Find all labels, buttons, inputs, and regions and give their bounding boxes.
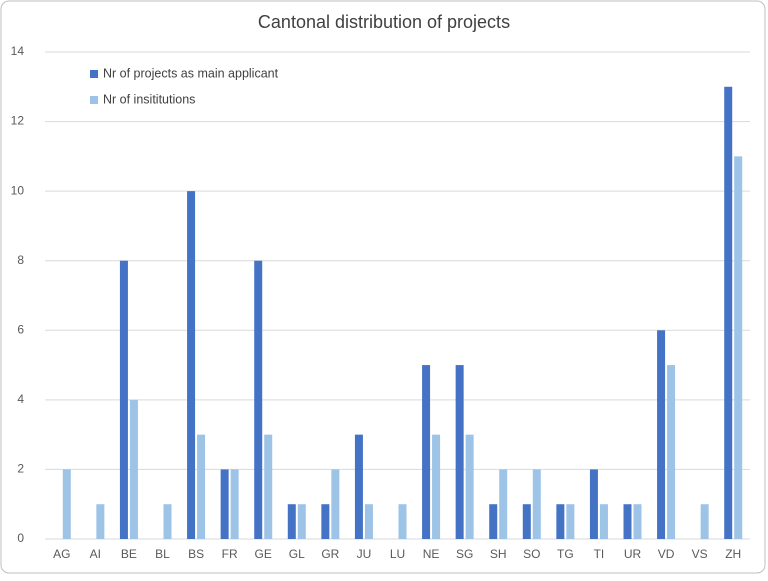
bar	[422, 365, 431, 539]
y-tick-label: 0	[17, 531, 24, 545]
bar	[287, 504, 296, 539]
bar	[532, 469, 541, 539]
bar	[119, 260, 128, 539]
bar	[465, 434, 474, 539]
bar	[633, 504, 642, 539]
x-tick-label: VD	[658, 547, 675, 561]
bar	[499, 469, 508, 539]
chart-title: Cantonal distribution of projects	[258, 12, 510, 32]
x-tick-label: AI	[90, 547, 101, 561]
bar	[264, 434, 273, 539]
bar	[254, 260, 263, 539]
bar	[364, 504, 373, 539]
bar	[398, 504, 407, 539]
x-tick-label: FR	[222, 547, 238, 561]
y-tick-label: 4	[17, 392, 24, 406]
x-tick-label: TG	[557, 547, 574, 561]
bar	[556, 504, 565, 539]
bar	[522, 504, 531, 539]
legend-label: Nr of insititutions	[103, 92, 195, 106]
bar	[129, 399, 138, 539]
y-tick-label: 12	[11, 114, 25, 128]
bar	[96, 504, 105, 539]
x-tick-label: VS	[692, 547, 708, 561]
y-tick-label: 2	[17, 462, 24, 476]
x-tick-label: GE	[255, 547, 272, 561]
bar	[623, 504, 632, 539]
y-tick-label: 6	[17, 322, 24, 336]
bar	[432, 434, 441, 539]
x-tick-label: UR	[624, 547, 642, 561]
bar	[599, 504, 608, 539]
x-tick-label: BL	[155, 547, 170, 561]
y-tick-label: 14	[11, 44, 25, 58]
x-tick-label: GR	[321, 547, 339, 561]
bar	[589, 469, 598, 539]
x-tick-label: ZH	[725, 547, 741, 561]
bar	[566, 504, 575, 539]
legend-box	[80, 58, 302, 114]
bar	[700, 504, 709, 539]
legend-swatch	[90, 96, 98, 104]
x-tick-label: LU	[390, 547, 405, 561]
bar	[220, 469, 229, 539]
bar	[667, 365, 676, 539]
bar	[455, 365, 464, 539]
bar	[163, 504, 172, 539]
y-tick-label: 10	[11, 183, 25, 197]
x-tick-label: GL	[289, 547, 305, 561]
bar	[62, 469, 71, 539]
bar	[734, 156, 743, 539]
bar	[197, 434, 206, 539]
legend: Nr of projects as main applicant Nr of in…	[80, 58, 302, 114]
x-tick-label: TI	[594, 547, 605, 561]
x-tick-label: JU	[357, 547, 372, 561]
x-tick-label: BS	[188, 547, 204, 561]
bar	[230, 469, 239, 539]
bar	[489, 504, 498, 539]
bar	[724, 86, 733, 540]
x-tick-label: SO	[523, 547, 540, 561]
x-tick-label: SH	[490, 547, 507, 561]
x-tick-label: NE	[423, 547, 440, 561]
bar	[187, 191, 196, 539]
bar	[321, 504, 330, 539]
bar	[657, 330, 666, 539]
y-tick-label: 8	[17, 253, 24, 267]
bar	[297, 504, 306, 539]
bar	[354, 434, 363, 539]
x-tick-label: SG	[456, 547, 473, 561]
x-tick-label: AG	[53, 547, 70, 561]
legend-label: Nr of projects as main applicant	[103, 66, 279, 80]
x-tick-label: BE	[121, 547, 137, 561]
bar	[331, 469, 340, 539]
legend-swatch	[90, 70, 98, 78]
